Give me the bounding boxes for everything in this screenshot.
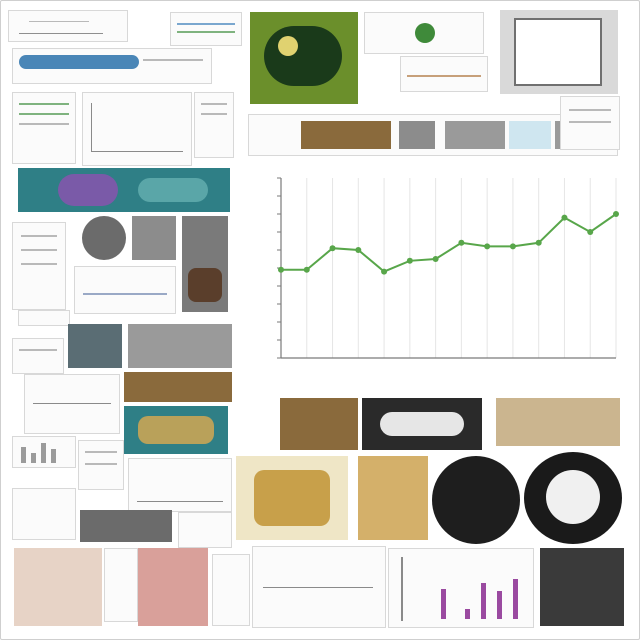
tile-landscape-photo <box>280 398 358 450</box>
series-point <box>406 257 413 264</box>
tile-right-doc-strip <box>560 96 620 150</box>
tile-line-plot-small <box>82 92 192 166</box>
tile-green-table <box>12 92 76 164</box>
tile-narrow-doc <box>178 512 232 548</box>
tile-organ-illustration <box>14 548 102 626</box>
tile-side-stats <box>194 92 234 158</box>
tile-small-bars <box>12 436 76 468</box>
chart-grid <box>280 178 617 358</box>
series-point <box>432 256 439 262</box>
tile-yellow-fungus <box>236 456 348 540</box>
tile-fiber-photo <box>182 216 228 312</box>
tile-bottom-narrow <box>212 554 250 626</box>
tile-brain-pair <box>80 510 172 542</box>
series-point <box>535 239 542 246</box>
tile-curve-plot <box>74 266 176 314</box>
tile-brown-texture <box>124 372 232 402</box>
main-line-chart-svg <box>245 158 630 388</box>
series-point <box>355 247 362 253</box>
tile-dark-sculpture <box>540 548 624 626</box>
tile-upper-right-docs <box>248 114 618 156</box>
tile-black-white-photo <box>362 398 482 450</box>
tile-hatched-photo <box>68 324 122 368</box>
tile-small-label <box>18 310 70 326</box>
series-line <box>281 213 617 273</box>
tile-bottom-barchart <box>388 548 534 628</box>
tile-scatter-small <box>128 458 232 512</box>
tile-curve-doc <box>400 56 488 92</box>
series-point <box>484 243 491 250</box>
tile-sketch-top-left <box>8 10 128 42</box>
series-point <box>458 239 465 246</box>
tile-schematic <box>24 374 120 434</box>
series-point <box>303 266 310 273</box>
tile-bw-sphere-photo <box>524 452 622 544</box>
tile-leaf-doc <box>364 12 484 54</box>
tile-intestine-illustration <box>138 548 208 626</box>
series-point <box>561 214 568 221</box>
series-point <box>329 245 336 252</box>
tile-bottom-diagram <box>252 546 386 628</box>
tile-blue-strip-doc <box>12 48 212 84</box>
tile-tall-diagram <box>12 222 66 310</box>
tile-small-table-top <box>170 12 242 46</box>
tile-gray-photo <box>132 216 176 260</box>
series-point <box>381 268 388 275</box>
tile-device-photo <box>500 10 618 94</box>
tile-left-notes <box>12 338 64 374</box>
tile-gold-texture <box>358 456 428 540</box>
tile-organic-photo <box>128 324 232 368</box>
tile-teal-strip <box>18 168 230 212</box>
tile-green-band <box>124 406 228 454</box>
series-point <box>587 229 594 235</box>
tile-green-cell-photo <box>250 12 358 104</box>
tile-tabular <box>78 440 124 490</box>
series-point <box>278 266 284 273</box>
series-point <box>613 211 619 217</box>
main-line-chart <box>245 158 630 388</box>
tile-black-sphere <box>432 456 520 544</box>
tile-ring-photo <box>82 216 126 260</box>
tile-tan-photo <box>496 398 620 446</box>
tile-anatomy-left <box>12 488 76 540</box>
series-point <box>509 243 516 250</box>
tile-bottom-table <box>104 548 138 622</box>
chart-background <box>245 158 630 388</box>
